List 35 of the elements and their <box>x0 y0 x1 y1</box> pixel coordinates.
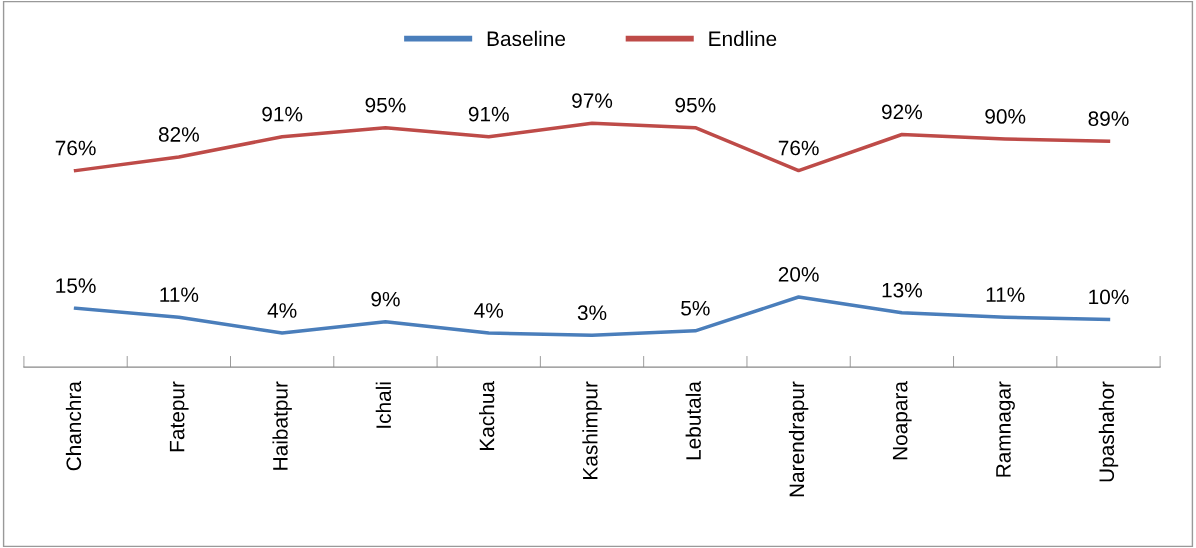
x-tick-label: Kashimpur <box>582 381 602 479</box>
data-label: 9% <box>371 291 400 307</box>
x-tick-label: Lebutala <box>685 381 701 460</box>
legend-label: Endline <box>709 30 777 47</box>
x-tick-label: Upashahor <box>1098 381 1119 482</box>
data-label: 95% <box>365 97 406 113</box>
x-tick-label: Kachua <box>479 381 495 450</box>
x-tick-label: Ichali <box>375 382 392 428</box>
x-tick-label: Ramnagar <box>996 381 1015 477</box>
data-label: 4% <box>267 303 297 318</box>
data-label: 76% <box>778 140 819 156</box>
x-tick-label: Noapara <box>892 381 912 460</box>
x-tick-label: Chanchra <box>65 381 82 471</box>
data-label: 89% <box>1088 111 1129 127</box>
data-label: 90% <box>985 109 1026 124</box>
data-label: 20% <box>778 267 819 282</box>
x-tick-label: Fatepur <box>169 381 189 452</box>
x-tick-label: Haibatpur <box>272 381 292 470</box>
data-label: 11% <box>986 287 1025 302</box>
data-label: 3% <box>577 305 607 321</box>
data-label: 92% <box>882 104 922 120</box>
legend-label: Baseline <box>487 30 566 47</box>
x-tick-label: Narendrapur <box>788 381 809 497</box>
data-label: 91% <box>468 106 509 122</box>
data-label: 97% <box>572 93 613 108</box>
data-label: 11% <box>160 287 199 302</box>
data-label: 82% <box>158 127 199 142</box>
data-label: 95% <box>675 97 716 113</box>
data-label: 76% <box>55 140 96 156</box>
data-label: 91% <box>262 106 303 122</box>
data-label: 4% <box>474 303 504 318</box>
data-label: 5% <box>681 300 710 316</box>
data-label: 13% <box>882 282 922 298</box>
data-label: 15% <box>56 278 96 294</box>
data-label: 10% <box>1089 289 1129 305</box>
